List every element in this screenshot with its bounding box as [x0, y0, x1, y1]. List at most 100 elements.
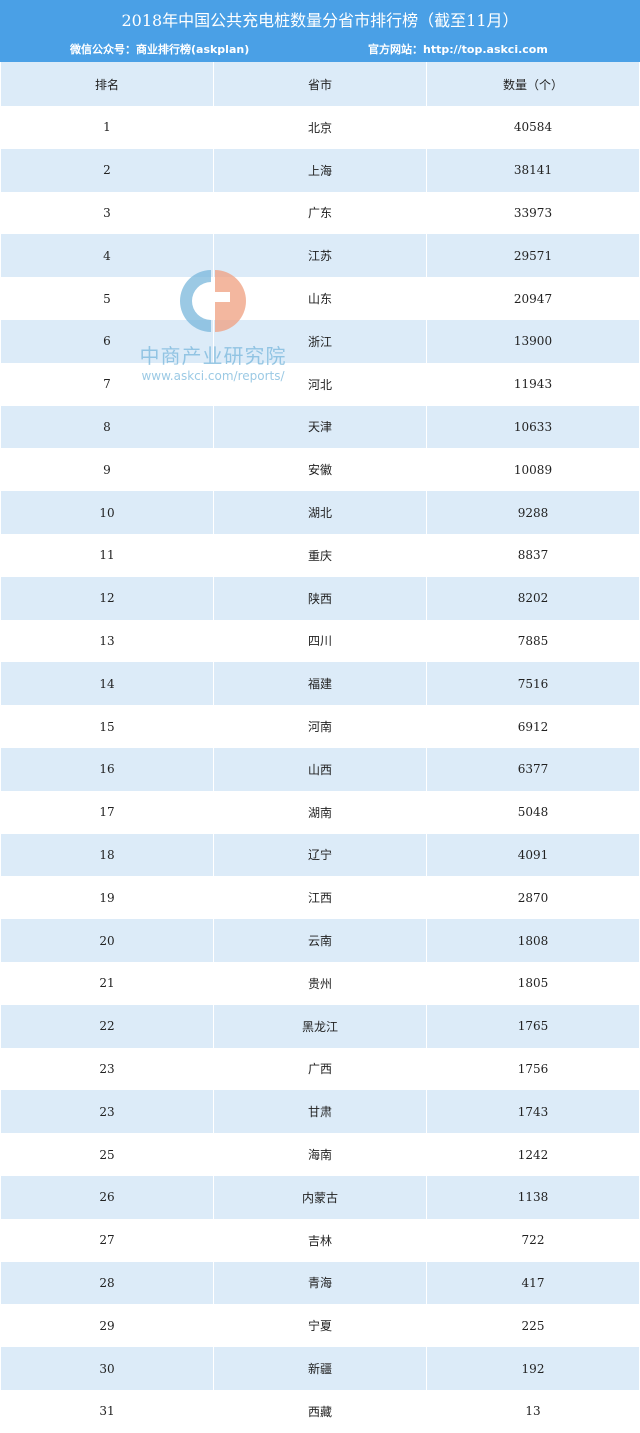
- table-row: 3 广东 33973: [0, 191, 640, 235]
- table-row: 18 辽宁 4091: [0, 833, 640, 877]
- table-row: 27 吉林 722: [0, 1218, 640, 1262]
- province-cell: 贵州: [213, 961, 427, 1005]
- rank-cell: 4: [0, 234, 214, 278]
- rank-cell: 17: [0, 790, 214, 834]
- count-cell: 38141: [426, 148, 640, 192]
- table-row: 30 新疆 192: [0, 1347, 640, 1390]
- province-cell: 海南: [213, 1133, 427, 1176]
- count-cell: 7516: [426, 662, 640, 706]
- province-cell: 江西: [213, 876, 427, 920]
- count-cell: 8202: [426, 576, 640, 620]
- header-count: 数量（个）: [426, 62, 640, 106]
- count-cell: 8837: [426, 533, 640, 577]
- rank-cell: 11: [0, 533, 214, 577]
- count-cell: 722: [426, 1218, 640, 1262]
- rank-cell: 27: [0, 1218, 214, 1262]
- province-cell: 重庆: [213, 533, 427, 577]
- rank-cell: 23: [0, 1047, 214, 1091]
- province-cell: 福建: [213, 662, 427, 706]
- count-cell: 5048: [426, 790, 640, 834]
- table-row: 23 广西 1756: [0, 1047, 640, 1091]
- province-cell: 陕西: [213, 576, 427, 620]
- rank-cell: 8: [0, 405, 214, 449]
- page-title: 2018年中国公共充电桩数量分省市排行榜（截至11月）: [121, 11, 519, 30]
- count-cell: 10089: [426, 448, 640, 492]
- count-cell: 40584: [426, 106, 640, 149]
- rank-cell: 16: [0, 747, 214, 791]
- province-cell: 新疆: [213, 1347, 427, 1390]
- province-cell: 安徽: [213, 448, 427, 492]
- table-row: 25 海南 1242: [0, 1133, 640, 1176]
- table-row: 21 贵州 1805: [0, 961, 640, 1005]
- province-cell: 浙江: [213, 319, 427, 363]
- province-cell: 黑龙江: [213, 1004, 427, 1048]
- province-cell: 西藏: [213, 1389, 427, 1433]
- province-cell: 湖南: [213, 790, 427, 834]
- province-cell: 天津: [213, 405, 427, 449]
- header-province: 省市: [213, 62, 427, 106]
- table-row: 23 甘肃 1743: [0, 1090, 640, 1134]
- rank-cell: 6: [0, 319, 214, 363]
- rank-cell: 13: [0, 619, 214, 663]
- rank-cell: 1: [0, 106, 214, 149]
- table-row: 20 云南 1808: [0, 919, 640, 962]
- province-cell: 辽宁: [213, 833, 427, 877]
- count-cell: 9288: [426, 491, 640, 534]
- table-row: 1 北京 40584: [0, 106, 640, 149]
- table-row: 19 江西 2870: [0, 876, 640, 920]
- count-cell: 2870: [426, 876, 640, 920]
- rank-cell: 30: [0, 1347, 214, 1390]
- table-row: 4 江苏 29571: [0, 234, 640, 278]
- table-row: 7 河北 11943: [0, 362, 640, 406]
- rank-cell: 14: [0, 662, 214, 706]
- count-cell: 13900: [426, 319, 640, 363]
- official-website: 官方网站：http://top.askci.com: [368, 43, 548, 56]
- count-cell: 1242: [426, 1133, 640, 1176]
- ranking-table: 排名 省市 数量（个） 1 北京 40584 2 上海 38141 3 广东 33973 4 江苏 2…: [0, 62, 640, 1433]
- rank-cell: 12: [0, 576, 214, 620]
- rank-cell: 15: [0, 705, 214, 748]
- rank-cell: 18: [0, 833, 214, 877]
- table-row: 13 四川 7885: [0, 619, 640, 663]
- count-cell: 1808: [426, 919, 640, 962]
- province-cell: 上海: [213, 148, 427, 192]
- rank-cell: 23: [0, 1090, 214, 1134]
- rank-cell: 31: [0, 1389, 214, 1433]
- table-header: 排名 省市 数量（个）: [0, 62, 640, 106]
- province-cell: 青海: [213, 1261, 427, 1305]
- rank-cell: 5: [0, 277, 214, 320]
- province-cell: 北京: [213, 106, 427, 149]
- province-cell: 甘肃: [213, 1090, 427, 1134]
- table-row: 10 湖北 9288: [0, 491, 640, 534]
- wechat-account: 微信公众号：商业排行榜(askplan): [70, 43, 250, 56]
- province-cell: 内蒙古: [213, 1175, 427, 1219]
- table-row: 11 重庆 8837: [0, 533, 640, 577]
- province-cell: 河南: [213, 705, 427, 748]
- count-cell: 13: [426, 1389, 640, 1433]
- count-cell: 10633: [426, 405, 640, 449]
- province-cell: 广东: [213, 191, 427, 235]
- count-cell: 1743: [426, 1090, 640, 1134]
- count-cell: 20947: [426, 277, 640, 320]
- subtitle-bar: 微信公众号：商业排行榜(askplan) 官方网站：http://top.ask…: [0, 40, 640, 62]
- province-cell: 宁夏: [213, 1304, 427, 1348]
- rank-cell: 10: [0, 491, 214, 534]
- count-cell: 6912: [426, 705, 640, 748]
- table-row: 26 内蒙古 1138: [0, 1175, 640, 1219]
- count-cell: 4091: [426, 833, 640, 877]
- rank-cell: 21: [0, 961, 214, 1005]
- table-row: 12 陕西 8202: [0, 576, 640, 620]
- rank-cell: 9: [0, 448, 214, 492]
- title-banner: 2018年中国公共充电桩数量分省市排行榜（截至11月） 微信公众号：商业排行榜(…: [0, 0, 640, 62]
- province-cell: 江苏: [213, 234, 427, 278]
- count-cell: 7885: [426, 619, 640, 663]
- table-row: 22 黑龙江 1765: [0, 1004, 640, 1048]
- count-cell: 29571: [426, 234, 640, 278]
- rank-cell: 29: [0, 1304, 214, 1348]
- rank-cell: 3: [0, 191, 214, 235]
- count-cell: 1756: [426, 1047, 640, 1091]
- rank-cell: 28: [0, 1261, 214, 1305]
- table-row: 6 浙江 13900: [0, 319, 640, 363]
- province-cell: 吉林: [213, 1218, 427, 1262]
- province-cell: 山西: [213, 747, 427, 791]
